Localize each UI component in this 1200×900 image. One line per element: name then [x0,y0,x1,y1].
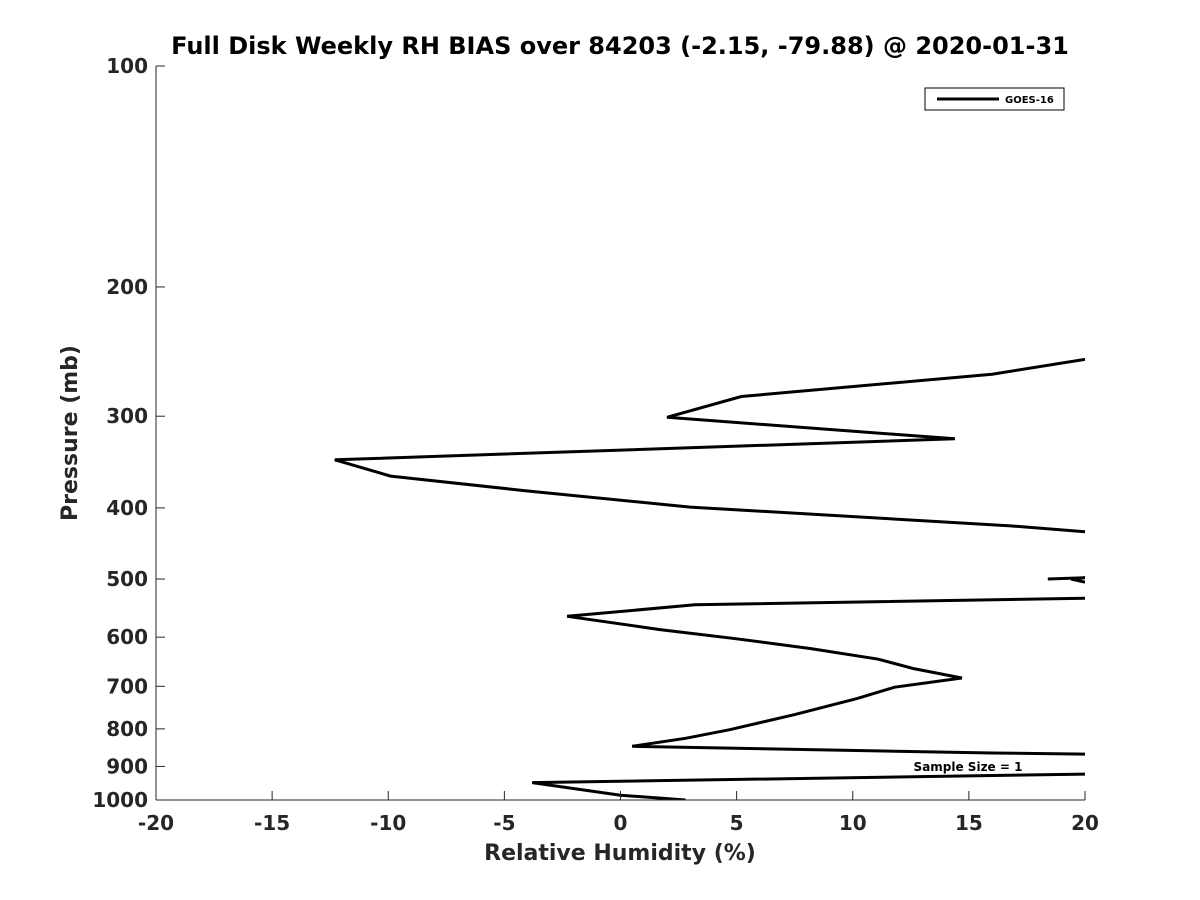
sample-size-annotation: Sample Size = 1 [914,760,1023,774]
x-tick-label: 15 [955,811,983,835]
y-tick-label: 500 [106,567,148,591]
y-tick-label: 300 [106,404,148,428]
x-tick-label: -10 [370,811,406,835]
x-tick-label: 0 [614,811,628,835]
x-axis-label: Relative Humidity (%) [484,841,756,866]
legend-label: GOES-16 [1005,95,1054,106]
series-line-segment [531,772,1085,800]
x-tick-label: -15 [254,811,290,835]
y-axis-label: Pressure (mb) [58,345,83,521]
series-line-segment [334,357,1085,534]
y-tick-label: 600 [106,625,148,649]
y-tick-label: 800 [106,717,148,741]
chart-title: Full Disk Weekly RH BIAS over 84203 (-2.… [171,32,1069,60]
y-tick-label: 700 [106,674,148,698]
series-line-segment [1047,576,1085,584]
series-line-segment [566,596,1085,756]
series-layer [334,357,1085,800]
x-ticks: -20 -15 -10 -5 0 5 10 15 20 [138,791,1099,835]
y-tick-label: 900 [106,754,148,778]
legend: GOES-16 [924,87,1065,111]
x-tick-label: -5 [493,811,515,835]
y-tick-label: 200 [106,275,148,299]
y-ticks: 100 200 300 400 500 600 700 800 900 1000 [92,54,165,812]
x-tick-label: 10 [839,811,867,835]
y-tick-label: 1000 [92,788,148,812]
y-tick-label: 100 [106,54,148,78]
y-tick-label: 400 [106,496,148,520]
x-tick-label: 20 [1071,811,1099,835]
x-tick-label: 5 [730,811,744,835]
x-tick-label: -20 [138,811,174,835]
plot-area: -20 -15 -10 -5 0 5 10 15 20 100 200 300 400 500 600 70… [92,54,1099,835]
